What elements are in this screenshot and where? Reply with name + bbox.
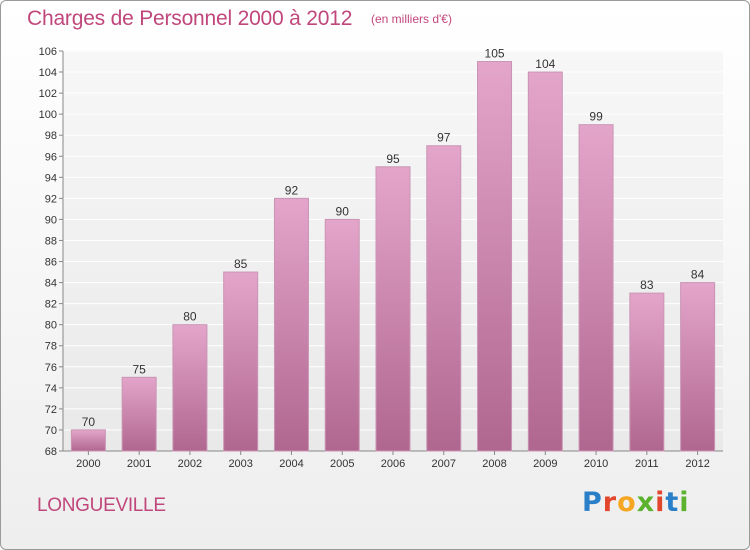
x-tick-label-2001: 2001 bbox=[127, 458, 151, 470]
y-tick-label: 88 bbox=[45, 235, 57, 247]
y-tick-label: 82 bbox=[45, 299, 57, 311]
y-tick-label: 72 bbox=[45, 404, 57, 416]
bar-2009 bbox=[527, 71, 563, 452]
chart-title: Charges de Personnel 2000 à 2012 bbox=[27, 7, 353, 30]
y-tick-label: 84 bbox=[45, 278, 57, 290]
data-label-2001: 75 bbox=[132, 362, 146, 376]
y-tick-label: 100 bbox=[39, 109, 57, 121]
y-tick-label: 104 bbox=[39, 67, 57, 79]
bar-2002 bbox=[172, 324, 208, 452]
y-tick-label: 102 bbox=[39, 88, 57, 100]
x-tick-label-2009: 2009 bbox=[533, 458, 557, 470]
chart-unit-note: (en milliers d'€) bbox=[371, 12, 452, 26]
y-tick-label: 92 bbox=[45, 193, 57, 205]
x-tick-label-2012: 2012 bbox=[685, 458, 709, 470]
data-label-2008: 105 bbox=[485, 47, 505, 61]
y-tick-label: 70 bbox=[45, 425, 57, 437]
y-tick-label: 106 bbox=[39, 46, 57, 58]
y-tick-label: 74 bbox=[45, 383, 57, 395]
bar-2010 bbox=[578, 124, 614, 452]
bar-2003 bbox=[223, 271, 259, 452]
y-tick-label: 96 bbox=[45, 151, 57, 163]
logo-letter: t bbox=[665, 487, 680, 518]
x-tick-label-2005: 2005 bbox=[330, 458, 354, 470]
y-tick-label: 76 bbox=[45, 362, 57, 374]
proxiti-logo[interactable]: Proxiti bbox=[582, 487, 690, 518]
x-tick-label-2008: 2008 bbox=[482, 458, 506, 470]
y-tick-label: 68 bbox=[45, 446, 57, 458]
logo-letter: o bbox=[617, 487, 637, 518]
bar-2012 bbox=[680, 282, 716, 452]
data-label-2007: 97 bbox=[437, 131, 451, 145]
y-tick-label: 86 bbox=[45, 257, 57, 269]
logo-letter: r bbox=[602, 487, 618, 518]
y-tick-label: 98 bbox=[45, 130, 57, 142]
data-label-2012: 84 bbox=[691, 268, 705, 282]
y-tick-label: 78 bbox=[45, 341, 57, 353]
data-label-2005: 90 bbox=[336, 204, 350, 218]
data-label-2009: 104 bbox=[535, 57, 555, 71]
data-label-2006: 95 bbox=[386, 152, 400, 166]
y-tick-label: 94 bbox=[45, 172, 57, 184]
logo-letter: i bbox=[679, 487, 690, 518]
y-tick-label: 80 bbox=[45, 320, 57, 332]
data-label-2010: 99 bbox=[589, 110, 603, 124]
bar-2008 bbox=[477, 61, 513, 452]
bar-2004 bbox=[273, 197, 309, 452]
x-tick-label-2007: 2007 bbox=[432, 458, 456, 470]
logo-letter: P bbox=[582, 487, 603, 518]
x-tick-label-2003: 2003 bbox=[228, 458, 252, 470]
bar-2006 bbox=[375, 166, 411, 452]
x-tick-label-2002: 2002 bbox=[178, 458, 202, 470]
bar-2007 bbox=[426, 145, 462, 452]
logo-letter: i bbox=[655, 487, 666, 518]
x-tick-label-2010: 2010 bbox=[584, 458, 608, 470]
data-label-2011: 83 bbox=[640, 278, 654, 292]
x-tick-label-2006: 2006 bbox=[381, 458, 405, 470]
data-label-2003: 85 bbox=[234, 257, 248, 271]
bar-2011 bbox=[629, 292, 665, 452]
logo-letter: x bbox=[636, 487, 656, 518]
data-label-2002: 80 bbox=[183, 310, 197, 324]
x-tick-label-2004: 2004 bbox=[279, 458, 303, 470]
x-tick-label-2011: 2011 bbox=[635, 458, 659, 470]
data-label-2000: 70 bbox=[82, 415, 96, 429]
y-tick-label: 90 bbox=[45, 214, 57, 226]
x-tick-label-2000: 2000 bbox=[76, 458, 100, 470]
location-name: LONGUEVILLE bbox=[37, 495, 166, 516]
bar-2005 bbox=[324, 218, 360, 452]
bar-2001 bbox=[121, 376, 157, 452]
data-label-2004: 92 bbox=[285, 183, 299, 197]
bar-2000 bbox=[70, 429, 106, 452]
